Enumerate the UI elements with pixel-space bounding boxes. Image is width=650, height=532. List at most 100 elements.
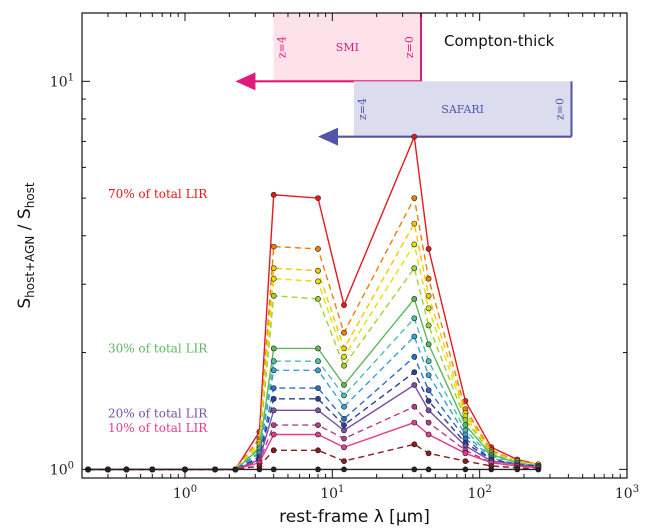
data-point-14-10 <box>341 466 347 473</box>
series-line-13 <box>88 443 539 471</box>
instrument-bands: SMI z=4 z=0 SAFARI z=4 z=0 <box>235 13 573 146</box>
data-point-0-12 <box>425 245 432 252</box>
series-annotations: 70% of total LIR 30% of total LIR 20% of t… <box>108 187 208 435</box>
data-point-11-8 <box>270 422 277 428</box>
data-point-13-10 <box>341 458 347 464</box>
safari-band <box>353 81 572 137</box>
data-point-14-3 <box>149 466 156 473</box>
x-tick-label-2: 102 <box>468 484 492 502</box>
data-point-1-8 <box>270 243 277 250</box>
data-point-12-11 <box>411 419 418 426</box>
y-axis-title-sub2: host <box>23 182 37 208</box>
data-point-2-9 <box>315 267 321 274</box>
data-point-11-12 <box>425 419 432 426</box>
data-point-1-12 <box>425 275 432 282</box>
data-point-3-8 <box>270 275 277 282</box>
y-axis-title-main: S <box>15 298 35 309</box>
data-point-4-12 <box>425 322 432 329</box>
data-point-5-11 <box>411 295 418 302</box>
x-tick-label-1: 101 <box>320 484 344 502</box>
data-point-14-6 <box>232 466 239 473</box>
smi-band <box>273 13 422 82</box>
data-point-6-12 <box>425 358 432 365</box>
data-point-1-11 <box>411 195 418 201</box>
y-axis-title-mid: / S <box>15 208 35 235</box>
data-point-2-8 <box>270 265 277 272</box>
data-point-7-8 <box>270 367 277 374</box>
data-point-13-13 <box>462 458 469 464</box>
data-point-9-9 <box>315 395 321 402</box>
data-point-8-8 <box>270 385 277 391</box>
data-point-8-9 <box>315 385 321 391</box>
series-lines <box>85 133 542 473</box>
data-point-8-12 <box>425 387 432 394</box>
annotation-0: 70% of total LIR <box>108 187 208 201</box>
data-point-13-11 <box>411 441 418 448</box>
data-point-2-12 <box>425 292 432 299</box>
data-point-4-10 <box>341 362 347 369</box>
y-axis-title-sub1: host+AGN <box>23 236 37 298</box>
y-axis-title: Shost+AGN / Shost <box>15 182 37 309</box>
data-point-14-5 <box>212 466 218 473</box>
data-point-1-9 <box>315 245 321 252</box>
data-point-11-10 <box>341 435 347 442</box>
data-point-7-9 <box>315 367 321 374</box>
data-point-3-12 <box>425 305 432 312</box>
smi-z-low: z=0 <box>403 36 416 58</box>
data-point-9-10 <box>341 422 347 428</box>
y-tick-label-1: 101 <box>50 72 74 90</box>
data-point-13-8 <box>270 447 277 454</box>
data-point-12-10 <box>341 444 347 451</box>
data-point-10-12 <box>425 407 432 414</box>
data-point-10-10 <box>341 427 347 434</box>
data-point-10-8 <box>270 407 277 414</box>
data-point-5-10 <box>341 382 347 388</box>
series-line-4 <box>88 266 539 471</box>
smi-arrow-head <box>235 72 256 91</box>
data-point-3-9 <box>315 278 321 285</box>
data-point-14-14 <box>488 466 495 473</box>
data-point-12-13 <box>462 450 469 457</box>
data-point-5-9 <box>315 345 321 352</box>
safari-z-high: z=4 <box>356 98 369 120</box>
safari-arrow-head <box>318 127 339 146</box>
plot-frame <box>81 12 628 479</box>
data-point-6-10 <box>341 392 347 399</box>
data-point-14-11 <box>411 466 418 473</box>
y-tick-label-0: 100 <box>50 460 74 478</box>
data-point-12-9 <box>315 431 321 438</box>
data-point-0-10 <box>341 302 347 308</box>
data-point-5-8 <box>270 345 277 352</box>
x-tick-label-0: 100 <box>173 484 197 502</box>
annotation-1: 30% of total LIR <box>108 342 208 356</box>
data-point-9-8 <box>270 395 277 402</box>
compton-thick-label: Compton-thick <box>444 32 555 50</box>
data-point-0-11 <box>411 133 418 140</box>
data-point-7-12 <box>425 372 432 378</box>
x-axis-title: rest-frame λ [μm] <box>279 507 430 527</box>
data-point-13-9 <box>315 447 321 454</box>
data-point-7-11 <box>411 333 418 340</box>
safari-z-low: z=0 <box>553 98 566 120</box>
data-point-1-10 <box>341 329 347 336</box>
data-point-6-11 <box>411 315 418 322</box>
smi-label: SMI <box>336 41 359 54</box>
data-point-4-11 <box>411 265 418 272</box>
data-point-14-15 <box>514 466 521 473</box>
data-point-10-9 <box>315 407 321 414</box>
data-point-11-9 <box>315 422 321 428</box>
data-point-10-11 <box>411 382 418 388</box>
data-point-9-11 <box>411 369 418 376</box>
data-point-4-9 <box>315 295 321 302</box>
data-point-13-12 <box>425 450 432 457</box>
data-point-9-12 <box>425 398 432 404</box>
data-point-0-8 <box>270 191 277 198</box>
data-point-14-2 <box>123 466 130 473</box>
data-point-6-8 <box>270 358 277 365</box>
data-point-11-11 <box>411 403 418 410</box>
data-point-3-11 <box>411 241 418 248</box>
data-point-12-8 <box>270 431 277 438</box>
data-point-8-10 <box>341 415 347 422</box>
safari-label: SAFARI <box>441 103 484 116</box>
